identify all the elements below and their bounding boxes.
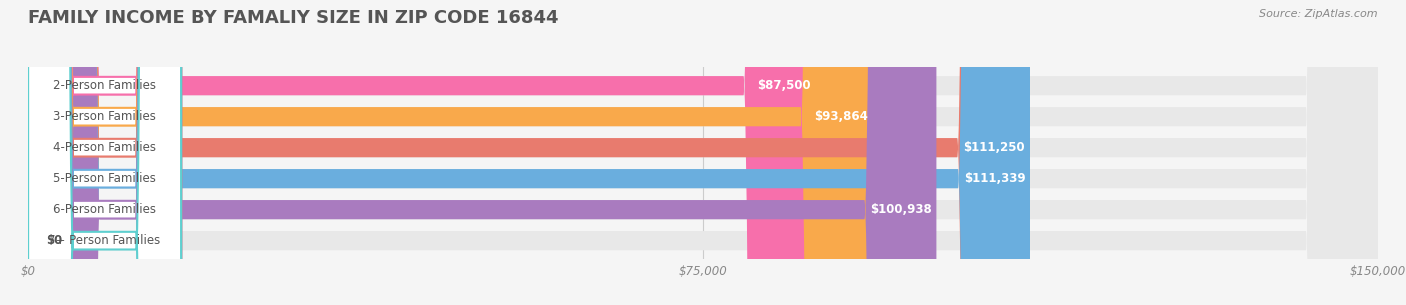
FancyBboxPatch shape — [28, 0, 181, 305]
FancyBboxPatch shape — [28, 0, 1378, 305]
Text: Source: ZipAtlas.com: Source: ZipAtlas.com — [1260, 9, 1378, 19]
Text: 6-Person Families: 6-Person Families — [53, 203, 156, 216]
Text: FAMILY INCOME BY FAMALIY SIZE IN ZIP CODE 16844: FAMILY INCOME BY FAMALIY SIZE IN ZIP COD… — [28, 9, 558, 27]
Text: 3-Person Families: 3-Person Families — [53, 110, 156, 123]
FancyBboxPatch shape — [28, 0, 936, 305]
FancyBboxPatch shape — [28, 0, 1378, 305]
Text: $87,500: $87,500 — [758, 79, 811, 92]
Text: $100,938: $100,938 — [870, 203, 932, 216]
FancyBboxPatch shape — [28, 0, 181, 305]
FancyBboxPatch shape — [28, 0, 181, 305]
FancyBboxPatch shape — [28, 0, 1378, 305]
Text: 5-Person Families: 5-Person Families — [53, 172, 156, 185]
FancyBboxPatch shape — [28, 0, 181, 305]
FancyBboxPatch shape — [28, 0, 873, 305]
FancyBboxPatch shape — [28, 0, 1031, 305]
Text: 4-Person Families: 4-Person Families — [53, 141, 156, 154]
Text: $0: $0 — [46, 234, 62, 247]
FancyBboxPatch shape — [28, 0, 1378, 305]
Text: 2-Person Families: 2-Person Families — [53, 79, 156, 92]
FancyBboxPatch shape — [28, 0, 1378, 305]
FancyBboxPatch shape — [28, 0, 815, 305]
Text: $111,250: $111,250 — [963, 141, 1025, 154]
FancyBboxPatch shape — [28, 0, 1378, 305]
FancyBboxPatch shape — [28, 0, 181, 305]
FancyBboxPatch shape — [28, 0, 181, 305]
Text: $111,339: $111,339 — [965, 172, 1025, 185]
Text: 7+ Person Families: 7+ Person Families — [48, 234, 160, 247]
FancyBboxPatch shape — [28, 0, 1029, 305]
Text: $93,864: $93,864 — [814, 110, 869, 123]
